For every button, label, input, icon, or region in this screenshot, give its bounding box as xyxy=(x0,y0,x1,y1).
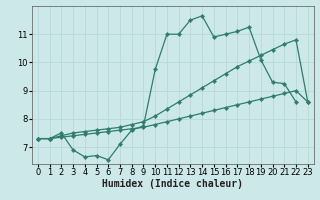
X-axis label: Humidex (Indice chaleur): Humidex (Indice chaleur) xyxy=(102,179,243,189)
